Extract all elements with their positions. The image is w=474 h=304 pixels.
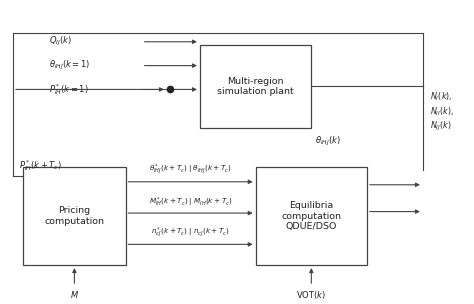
Text: $\mathrm{VOT}(k)$: $\mathrm{VOT}(k)$ bbox=[296, 289, 327, 301]
Text: $Q_{IJ}(k)$: $Q_{IJ}(k)$ bbox=[49, 35, 72, 48]
Bar bbox=[255, 167, 367, 265]
Text: $N_{II}(k),$: $N_{II}(k),$ bbox=[430, 105, 454, 118]
Text: $N_I(k),$: $N_I(k),$ bbox=[430, 91, 452, 103]
Text: $\theta_{IHJ}(k)$: $\theta_{IHJ}(k)$ bbox=[315, 135, 340, 148]
Bar bbox=[200, 45, 311, 128]
Text: $P^*_{IH}(k=1)$: $P^*_{IH}(k=1)$ bbox=[49, 82, 89, 97]
Text: $M$: $M$ bbox=[70, 289, 79, 300]
Bar bbox=[23, 167, 126, 265]
Text: Equilibria
computation
QDUE/DSO: Equilibria computation QDUE/DSO bbox=[282, 201, 341, 231]
Text: $P^*_{IH}(k+T_c)$: $P^*_{IH}(k+T_c)$ bbox=[18, 158, 62, 173]
Text: $\theta^*_{IHJ}(k+T_c)\;|\;\theta_{IHJ}(k+T_c)$: $\theta^*_{IHJ}(k+T_c)\;|\;\theta_{IHJ}(… bbox=[149, 163, 232, 177]
Text: Multi-region
simulation plant: Multi-region simulation plant bbox=[217, 77, 294, 96]
Text: $\theta_{IHJ}(k=1)$: $\theta_{IHJ}(k=1)$ bbox=[49, 59, 91, 72]
Text: $n^*_{cJ}(k+T_c)\;|\;n_{cJ}(k+T_c)$: $n^*_{cJ}(k+T_c)\;|\;n_{cJ}(k+T_c)$ bbox=[151, 225, 230, 240]
Text: Pricing
computation: Pricing computation bbox=[45, 206, 104, 226]
Text: $N_{IJ}(k)$: $N_{IJ}(k)$ bbox=[430, 120, 451, 133]
Text: $M^*_{IH}(k+T_c)\;|\;M_{IH}(k+T_c)$: $M^*_{IH}(k+T_c)\;|\;M_{IH}(k+T_c)$ bbox=[149, 195, 232, 209]
